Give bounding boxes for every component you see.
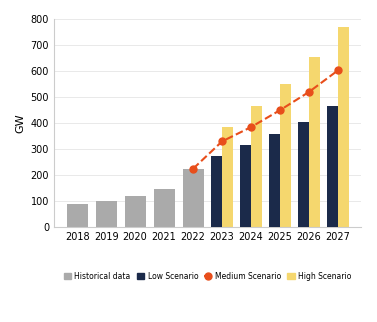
Bar: [125, 196, 146, 227]
Bar: [269, 134, 280, 227]
Bar: [338, 27, 349, 227]
Bar: [222, 127, 233, 227]
Bar: [309, 57, 320, 227]
Bar: [153, 189, 175, 227]
Legend: Historical data, Low Scenario, Medium Scenario, High Scenario: Historical data, Low Scenario, Medium Sc…: [61, 269, 354, 284]
Bar: [240, 145, 251, 227]
Bar: [67, 204, 87, 227]
Bar: [280, 84, 291, 227]
Bar: [182, 169, 204, 227]
Bar: [327, 106, 338, 227]
Bar: [211, 156, 222, 227]
Bar: [298, 122, 309, 227]
Bar: [251, 106, 262, 227]
Y-axis label: GW: GW: [15, 113, 25, 133]
Bar: [96, 201, 116, 227]
